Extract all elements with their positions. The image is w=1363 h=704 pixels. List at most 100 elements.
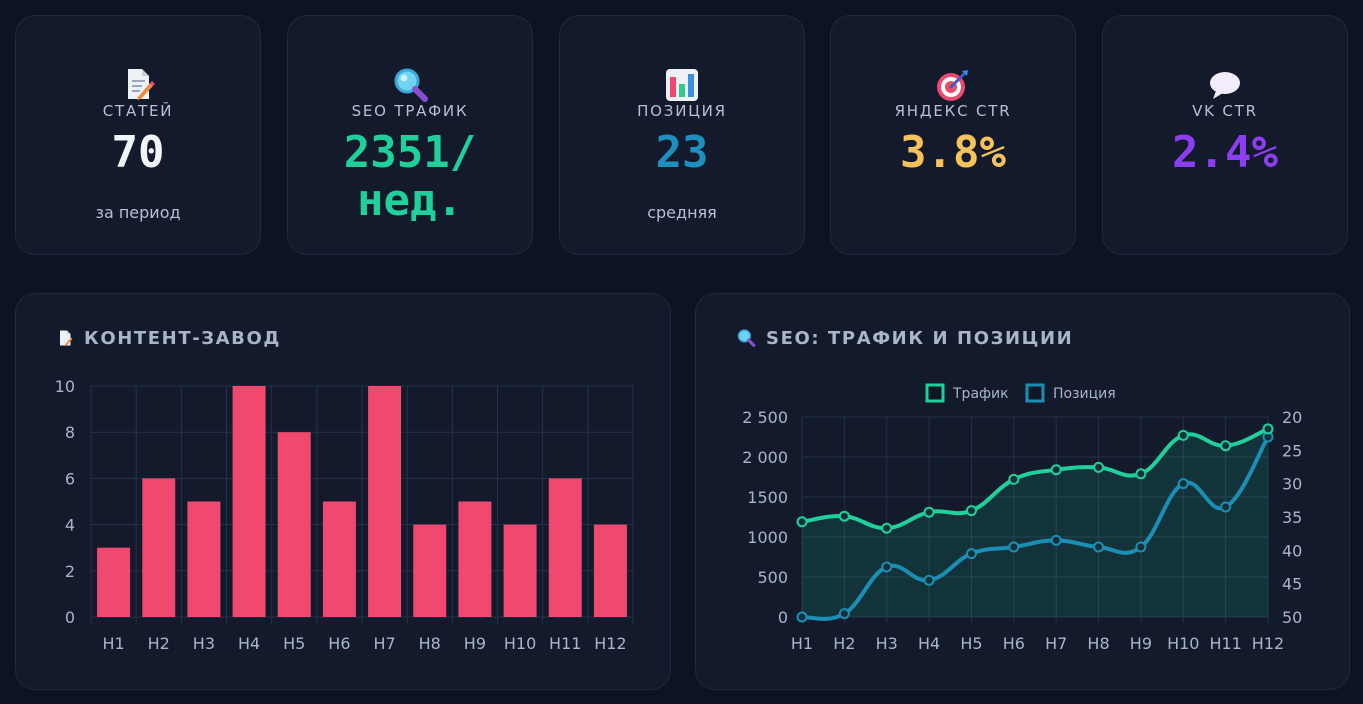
- bar: [413, 524, 447, 617]
- legend-label: Позиция: [1053, 386, 1116, 402]
- position-point: [1135, 541, 1147, 553]
- y-left-tick-label: 1000: [747, 528, 788, 547]
- traffic-point: [1008, 473, 1020, 485]
- x-tick-label: H12: [594, 634, 626, 653]
- position-point: [1220, 501, 1232, 513]
- panel-title-text: КОНТЕНТ-ЗАВОД: [84, 327, 282, 349]
- traffic-point: [1050, 464, 1062, 476]
- kpi-value: 2351/ нед.: [288, 129, 532, 225]
- x-tick-label: H10: [504, 634, 536, 653]
- position-point: [965, 548, 977, 560]
- x-tick-label: H11: [549, 634, 581, 653]
- x-tick-label: H5: [960, 634, 982, 653]
- traffic-point: [881, 522, 893, 534]
- x-tick-label: H12: [1252, 634, 1284, 653]
- position-point: [881, 561, 893, 573]
- x-tick-label: H3: [193, 634, 215, 653]
- x-tick-label: H3: [876, 634, 898, 653]
- bar: [458, 501, 492, 617]
- kpi-label: СТАТЕЙ: [102, 102, 174, 120]
- legend-label: Трафик: [952, 386, 1009, 402]
- y-tick-label: 2: [65, 562, 75, 581]
- position-point: [1177, 478, 1189, 490]
- kpi-value: 2.4%: [1172, 127, 1278, 178]
- traffic-point: [1262, 423, 1274, 435]
- magnifier-icon: [737, 329, 756, 347]
- y-right-tick-label: 25: [1282, 441, 1302, 460]
- seo-line-chart: 0 500 1000 1500 2 000 2 500 20 25 30 35 40 45 50 H1 H2…: [742, 383, 1302, 653]
- traffic-point: [838, 510, 850, 522]
- position-point: [796, 611, 808, 623]
- y-right-tick-label: 40: [1282, 541, 1302, 560]
- kpi-label: SEO ТРАФИК: [351, 102, 469, 120]
- panel-seo: SEO: ТРАФИК И ПОЗИЦИИ 0 500 1000 1500 2 000 2…: [695, 293, 1350, 690]
- bar: [232, 386, 266, 617]
- kpi-subtitle: средняя: [647, 203, 717, 222]
- kpi-card-yandex-ctr: ЯНДЕКС CTR 3.8%: [830, 15, 1076, 255]
- y-tick-label: 10: [55, 377, 75, 396]
- panel-title-text: SEO: ТРАФИК И ПОЗИЦИИ: [766, 327, 1074, 349]
- x-tick-label: H4: [238, 634, 260, 653]
- kpi-label: VK CTR: [1192, 102, 1258, 120]
- x-tick-label: H9: [1130, 634, 1152, 653]
- kpi-subtitle: за период: [95, 203, 181, 222]
- x-tick-label: H6: [1003, 634, 1025, 653]
- traffic-point: [1135, 468, 1147, 480]
- magnifier-icon: [288, 66, 532, 106]
- bar: [142, 478, 176, 617]
- document-icon: [16, 66, 260, 106]
- bar: [277, 432, 311, 617]
- y-tick-label: 8: [65, 423, 75, 442]
- kpi-card-vk-ctr: VK CTR 2.4%: [1102, 15, 1348, 255]
- speech-bubble-icon: [1103, 66, 1347, 106]
- y-left-tick-label: 1500: [747, 488, 788, 507]
- position-point: [1008, 541, 1020, 553]
- bar: [548, 478, 582, 617]
- y-left-tick-label: 2 500: [742, 408, 788, 427]
- y-tick-label: 6: [65, 469, 75, 488]
- x-tick-label: H5: [283, 634, 305, 653]
- kpi-card-articles: СТАТЕЙ 70 за период: [15, 15, 261, 255]
- y-tick-label: 4: [65, 516, 75, 535]
- x-tick-label: H9: [464, 634, 486, 653]
- y-right-tick-label: 20: [1282, 408, 1302, 427]
- traffic-point: [923, 506, 935, 518]
- y-left-tick-label: 2 000: [742, 448, 788, 467]
- target-icon: [831, 66, 1075, 106]
- panel-title: SEO: ТРАФИК И ПОЗИЦИИ: [736, 325, 1073, 351]
- bar-chart-icon: [560, 66, 804, 106]
- x-tick-label: H8: [419, 634, 441, 653]
- traffic-point: [1177, 429, 1189, 441]
- document-icon: [60, 330, 73, 346]
- x-tick-label: H8: [1087, 634, 1109, 653]
- x-tick-label: H7: [1045, 634, 1067, 653]
- traffic-point: [796, 516, 808, 528]
- x-tick-label: H4: [918, 634, 940, 653]
- traffic-area: [802, 428, 1268, 617]
- bar: [503, 524, 537, 617]
- kpi-value-line2: нед.: [357, 175, 463, 226]
- x-tick-label: H1: [102, 634, 124, 653]
- y-right-tick-label: 50: [1282, 608, 1302, 627]
- bar: [97, 547, 131, 617]
- position-point: [838, 608, 850, 620]
- y-tick-label: 0: [65, 608, 75, 627]
- bar: [322, 501, 356, 617]
- x-tick-label: H6: [328, 634, 350, 653]
- kpi-card-seo-traffic: SEO ТРАФИК 2351/ нед.: [287, 15, 533, 255]
- x-tick-label: H7: [373, 634, 395, 653]
- x-tick-label: H10: [1167, 634, 1199, 653]
- y-left-tick-label: 0: [778, 608, 788, 627]
- kpi-label: ПОЗИЦИЯ: [637, 102, 727, 120]
- bar: [593, 524, 627, 617]
- position-point: [1093, 541, 1105, 553]
- position-point: [1050, 534, 1062, 546]
- x-tick-label: H1: [791, 634, 813, 653]
- legend-swatch: [1025, 383, 1045, 403]
- y-left-tick-label: 500: [757, 568, 788, 587]
- traffic-point: [1220, 440, 1232, 452]
- x-tick-label: H2: [833, 634, 855, 653]
- traffic-point: [1093, 461, 1105, 473]
- y-right-tick-label: 30: [1282, 475, 1302, 494]
- bar: [368, 386, 402, 617]
